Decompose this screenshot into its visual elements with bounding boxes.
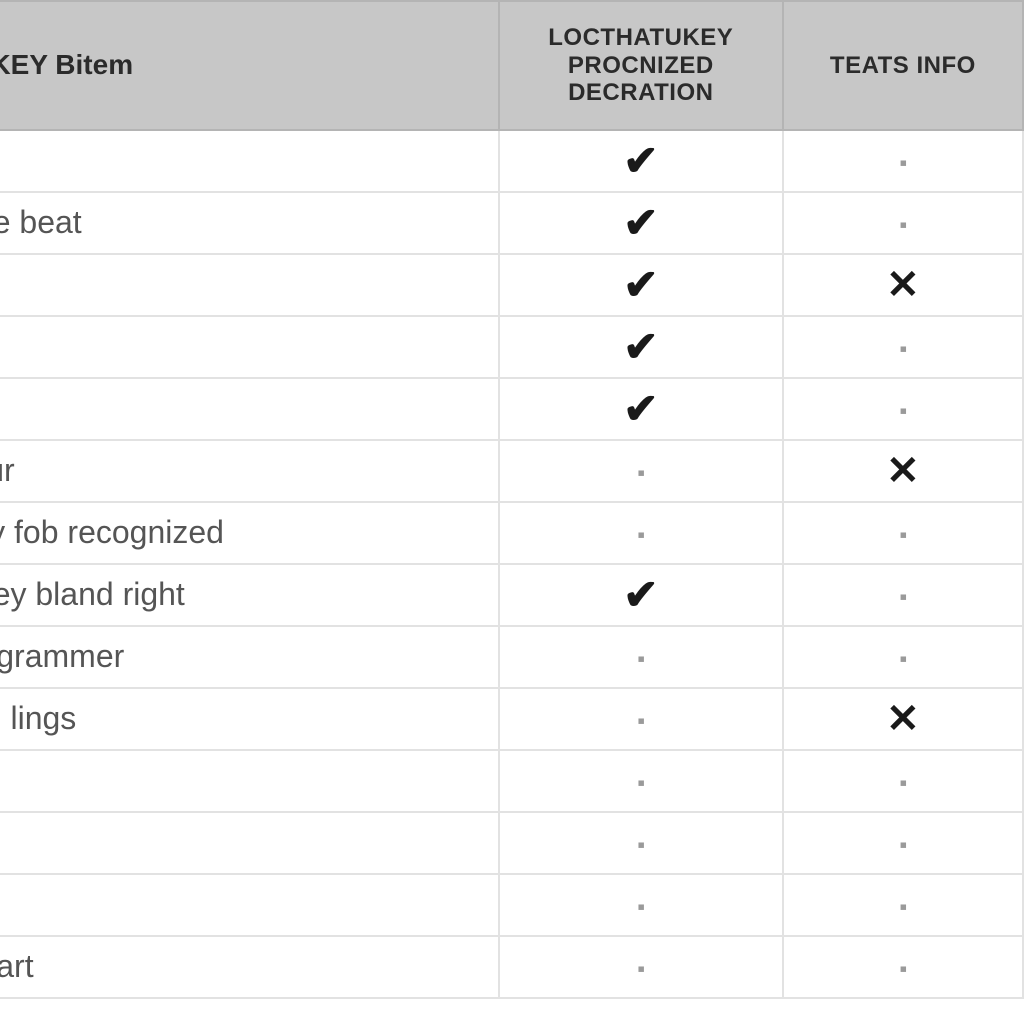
table-row: programmer ▪ ▪ xyxy=(0,626,1023,688)
row-recognized: ✔ xyxy=(499,254,783,316)
dash-icon: ▪ xyxy=(637,772,644,794)
dash-icon: ▪ xyxy=(899,214,906,236)
row-info: ▪ xyxy=(783,316,1023,378)
dash-icon: ▪ xyxy=(899,400,906,422)
dash-icon: ▪ xyxy=(637,710,644,732)
row-info: ▪ xyxy=(783,192,1023,254)
dash-icon: ▪ xyxy=(637,834,644,856)
dash-icon: ▪ xyxy=(637,896,644,918)
row-info: ▪ xyxy=(783,750,1023,812)
row-info: ▪ xyxy=(783,130,1023,192)
row-recognized: ▪ xyxy=(499,936,783,998)
row-info: ✕ xyxy=(783,440,1023,502)
row-info: ✕ xyxy=(783,254,1023,316)
dash-icon: ▪ xyxy=(899,896,906,918)
row-label: lone beat xyxy=(0,192,499,254)
key-feature-table: ns KEY Bitem LOCTHATUKEY PROCNIZED DECRA… xyxy=(0,0,1024,999)
x-icon: ✕ xyxy=(886,451,920,491)
row-recognized: ✔ xyxy=(499,316,783,378)
check-icon: ✔ xyxy=(623,574,658,616)
row-recognized: ▪ xyxy=(499,626,783,688)
dash-icon: ▪ xyxy=(637,958,644,980)
dash-icon: ▪ xyxy=(899,772,906,794)
row-label: Key fob recognized xyxy=(0,502,499,564)
check-icon: ✔ xyxy=(623,202,658,244)
row-recognized: ▪ xyxy=(499,502,783,564)
row-recognized: ✔ xyxy=(499,378,783,440)
table-row: Key fob recognized ▪ ▪ xyxy=(0,502,1023,564)
dash-icon: ▪ xyxy=(899,958,906,980)
row-info: ▪ xyxy=(783,564,1023,626)
row-label: y xyxy=(0,750,499,812)
header-recognized: LOCTHATUKEY PROCNIZED DECRATION xyxy=(499,1,783,130)
table-row: Your ▪ ✕ xyxy=(0,440,1023,502)
row-label: Your xyxy=(0,440,499,502)
table-row: y ▪ ▪ xyxy=(0,750,1023,812)
dash-icon: ▪ xyxy=(637,648,644,670)
row-label: iteg lings xyxy=(0,688,499,750)
table-body: ✔▪lone beat✔▪✔✕✔▪✔▪Your▪✕Key fob recogni… xyxy=(0,130,1023,998)
row-label xyxy=(0,378,499,440)
row-label: e Fart xyxy=(0,936,499,998)
dash-icon: ▪ xyxy=(637,524,644,546)
row-info: ▪ xyxy=(783,626,1023,688)
row-label xyxy=(0,130,499,192)
row-recognized: ▪ xyxy=(499,874,783,936)
row-info: ▪ xyxy=(783,378,1023,440)
check-icon: ✔ xyxy=(623,140,658,182)
header-item: ns KEY Bitem xyxy=(0,1,499,130)
table-row: tokey bland right ✔ ▪ xyxy=(0,564,1023,626)
row-info: ▪ xyxy=(783,936,1023,998)
dash-icon: ▪ xyxy=(899,152,906,174)
dash-icon: ▪ xyxy=(899,834,906,856)
row-recognized: ▪ xyxy=(499,750,783,812)
dash-icon: ▪ xyxy=(637,462,644,484)
check-icon: ✔ xyxy=(623,388,658,430)
row-recognized: ▪ xyxy=(499,688,783,750)
x-icon: ✕ xyxy=(886,265,920,305)
table-header-row: ns KEY Bitem LOCTHATUKEY PROCNIZED DECRA… xyxy=(0,1,1023,130)
row-info: ✕ xyxy=(783,688,1023,750)
row-info: ▪ xyxy=(783,502,1023,564)
row-info: ▪ xyxy=(783,812,1023,874)
row-label xyxy=(0,254,499,316)
dash-icon: ▪ xyxy=(899,338,906,360)
row-label: tokey bland right xyxy=(0,564,499,626)
table-row: y ▪ ▪ xyxy=(0,812,1023,874)
dash-icon: ▪ xyxy=(899,648,906,670)
row-recognized: ✔ xyxy=(499,130,783,192)
check-icon: ✔ xyxy=(623,264,658,306)
row-recognized: ▪ xyxy=(499,440,783,502)
table-row: ✔▪ xyxy=(0,316,1023,378)
row-info: ▪ xyxy=(783,874,1023,936)
row-label xyxy=(0,316,499,378)
table-row: ✔▪ xyxy=(0,130,1023,192)
row-label: sie xyxy=(0,874,499,936)
row-label: y xyxy=(0,812,499,874)
table-row: ✔▪ xyxy=(0,378,1023,440)
x-icon: ✕ xyxy=(886,699,920,739)
table-row: iteg lings ▪ ✕ xyxy=(0,688,1023,750)
table-row: ✔✕ xyxy=(0,254,1023,316)
table-row: lone beat ✔ ▪ xyxy=(0,192,1023,254)
table-row: e Fart ▪ ▪ xyxy=(0,936,1023,998)
check-icon: ✔ xyxy=(623,326,658,368)
row-recognized: ▪ xyxy=(499,812,783,874)
table-row: sie ▪ ▪ xyxy=(0,874,1023,936)
row-recognized: ✔ xyxy=(499,192,783,254)
row-label: programmer xyxy=(0,626,499,688)
dash-icon: ▪ xyxy=(899,586,906,608)
dash-icon: ▪ xyxy=(899,524,906,546)
row-recognized: ✔ xyxy=(499,564,783,626)
header-info: TEATS INFO xyxy=(783,1,1023,130)
